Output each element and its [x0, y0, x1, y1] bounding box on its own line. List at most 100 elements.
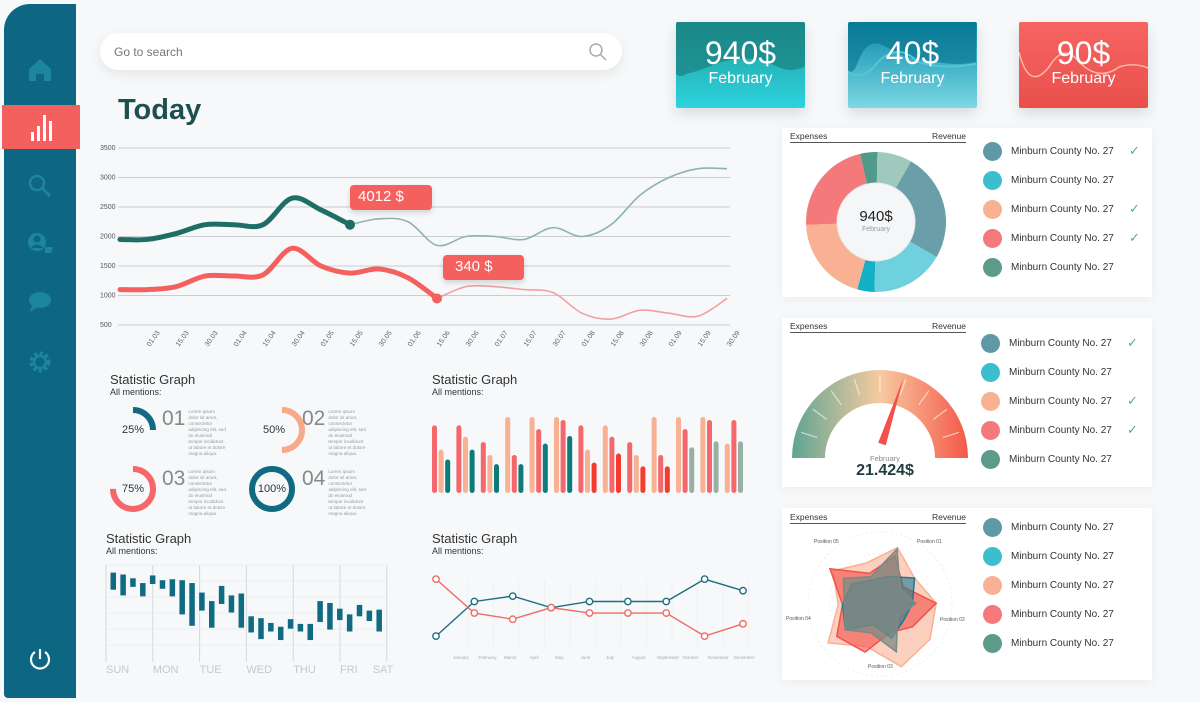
legend-label: Minburn County No. 27 [1011, 550, 1114, 562]
bar [676, 417, 681, 493]
sidebar-item-stats[interactable] [2, 105, 80, 149]
legend-swatch [983, 575, 1002, 595]
radar-polygon [842, 547, 918, 654]
radar-chart: Position 01 Position 02 Position 03 Positio… [786, 531, 965, 677]
legend-label: Minburn County No. 27 [1011, 174, 1114, 186]
bar [554, 417, 559, 493]
candle [140, 583, 146, 597]
bar [494, 464, 499, 493]
legend-item[interactable]: Minburn County No. 27 [983, 633, 1129, 653]
bar [700, 417, 706, 493]
legend-item[interactable]: Minburn County No. 27 [983, 257, 1129, 277]
revenue-label: Revenue [931, 131, 966, 141]
series-marker [662, 597, 671, 606]
x-tick-label: 01.06 [407, 330, 423, 348]
search-input[interactable] [114, 44, 588, 59]
legend-item[interactable]: Minburn County No. 27 [983, 575, 1129, 595]
gauge-arc [792, 370, 968, 458]
legend-item[interactable]: Minburn County No. 27 ✓ [983, 228, 1140, 248]
candle [159, 580, 166, 589]
ring-percent: 75% [121, 483, 145, 495]
donut-center-label: February [861, 226, 890, 233]
legend-item[interactable]: Minburn County No. 27 ✓ [983, 141, 1140, 161]
legend-item[interactable]: Minburn County No. 27 [981, 449, 1127, 469]
x-tick-label: FRI [340, 664, 358, 676]
x-tick-label: October [683, 655, 700, 660]
power-button[interactable] [4, 637, 76, 681]
legend-item[interactable]: Minburn County No. 27 [983, 170, 1129, 190]
axis-label: Position 01 [917, 539, 942, 545]
stat-item: 03 Lorem ipsum dolor sit amet, consectetu… [162, 468, 226, 517]
y-tick-label: 3000 [100, 175, 116, 182]
legend-swatch [981, 449, 1000, 469]
legend-swatch [983, 257, 1002, 277]
section-title: Statistic Graph [432, 372, 518, 387]
x-tick-label: MON [153, 664, 179, 676]
kpi-card-2[interactable]: 40$ February [848, 22, 977, 108]
legend-item[interactable]: Minburn County No. 27 [981, 362, 1127, 382]
candle [287, 619, 294, 629]
candlestick-chart: SUN MON TUE WED THU FRI SAT [105, 564, 394, 676]
progress-ring [249, 466, 295, 512]
kpi-card-3[interactable]: 90$ February [1019, 22, 1148, 108]
series-marker [432, 575, 440, 584]
y-tick-label: 2500 [100, 204, 116, 211]
bar [432, 425, 437, 493]
x-tick-label: 01.03 [146, 330, 162, 348]
chat-icon [29, 292, 51, 312]
bar [689, 447, 695, 493]
candle [110, 572, 116, 590]
legend-item[interactable]: Minburn County No. 27 ✓ [981, 333, 1138, 353]
donut-slice [806, 223, 866, 290]
candle [248, 616, 254, 633]
candle [209, 601, 215, 628]
x-tick-label: November [708, 655, 729, 660]
legend-item[interactable]: Minburn County No. 27 ✓ [981, 391, 1138, 411]
bar [609, 436, 615, 493]
candle [366, 610, 373, 622]
legend-item[interactable]: Minburn County No. 27 ✓ [983, 199, 1140, 219]
x-tick-label: 30.03 [204, 330, 220, 348]
bar [633, 455, 639, 493]
ring-percent: 100% [257, 483, 287, 495]
y-tick-label: 1000 [100, 293, 116, 300]
legend-item[interactable]: Minburn County No. 27 [983, 546, 1129, 566]
sidebar-item-users[interactable] [4, 222, 76, 266]
gauge-tick [918, 390, 930, 405]
donut-slice [895, 161, 946, 257]
gauge-tick [899, 378, 907, 396]
legend-item[interactable]: Minburn County No. 27 ✓ [981, 420, 1138, 440]
bar [682, 429, 688, 493]
legend-item[interactable]: Minburn County No. 27 [983, 604, 1129, 624]
candle [189, 583, 195, 626]
series-marker [623, 597, 632, 606]
ring-percent: 25% [121, 424, 145, 436]
series-marker [345, 219, 355, 230]
candle [169, 579, 176, 597]
kpi-card-1[interactable]: 940$ February [676, 22, 805, 108]
legend-label: Minburn County No. 27 [1009, 424, 1112, 436]
search-icon [28, 174, 52, 198]
legend-item[interactable]: Minburn County No. 27 [983, 517, 1129, 537]
series-marker [662, 609, 671, 617]
sidebar-item-settings[interactable] [4, 340, 76, 384]
search-icon[interactable] [588, 42, 608, 62]
candle [258, 618, 264, 640]
x-tick-label: SAT [373, 664, 394, 676]
sidebar-item-search[interactable] [4, 164, 76, 208]
sidebar-item-messages[interactable] [4, 280, 76, 324]
gauge-tick [812, 408, 827, 420]
sidebar-item-home[interactable] [4, 48, 76, 92]
series-marker [432, 293, 442, 304]
axis-label: Position 03 [868, 664, 893, 670]
y-tick-label: 500 [100, 322, 112, 329]
stat-item: 02 Lorem ipsum dolor sit amet, consectetu… [302, 408, 366, 457]
x-tick-label: 15.09 [697, 330, 713, 348]
bar [738, 441, 743, 493]
main-line-chart: 3500 3000 2500 2000 1500 1000 500 01.03 15.03 30.… [100, 145, 742, 348]
legend-label: Minburn County No. 27 [1009, 337, 1112, 349]
bar [456, 425, 462, 493]
kpi-label: February [708, 70, 773, 87]
gauge-panel: Expenses Revenue February 21.424$ Minburn… [782, 318, 1152, 487]
series-marker [700, 575, 709, 584]
